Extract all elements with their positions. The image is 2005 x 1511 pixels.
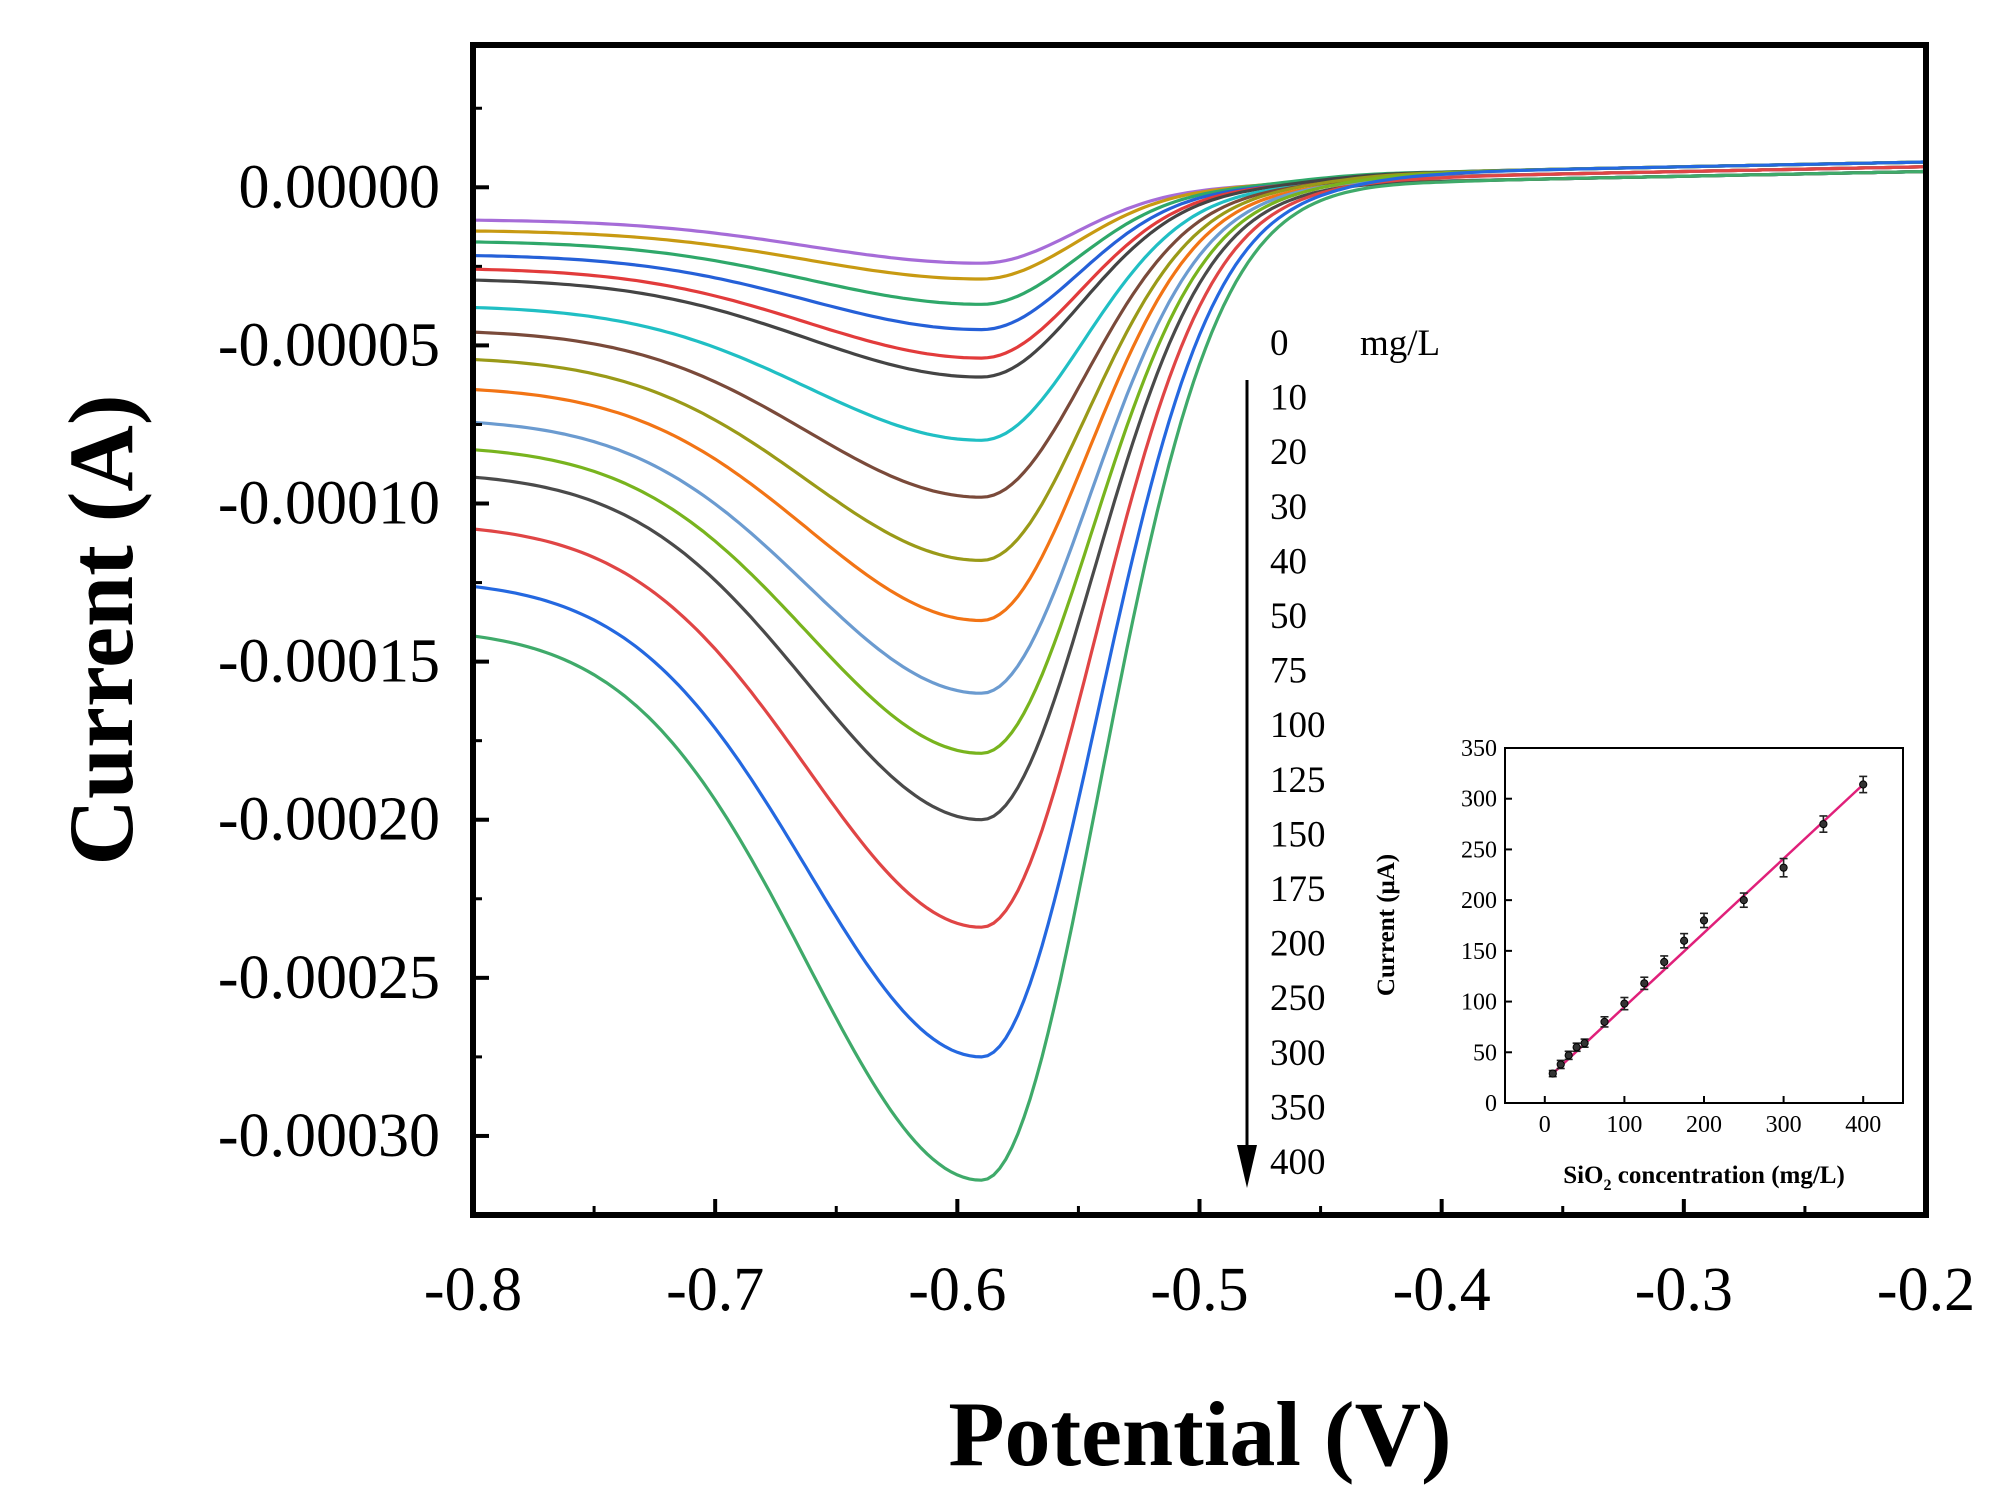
legend-label-200: 200 — [1270, 924, 1326, 965]
data-point — [1819, 819, 1828, 829]
inset-y-tick-label: 200 — [1461, 888, 1497, 914]
x-axis-title: Potential (V) — [948, 1383, 1451, 1485]
inset-chart: 0 50 100 150 200 250 300 350 0 100 200 300 400 SiO2 … — [1373, 736, 1904, 1194]
y-tick-label: -0.00025 — [218, 944, 440, 1012]
legend-label-40: 40 — [1270, 541, 1307, 582]
data-point — [1779, 863, 1788, 872]
inset-ticks: 0 50 100 150 200 250 300 350 0 100 200 300 400 — [1461, 736, 1881, 1138]
inset-y-tick-label: 350 — [1461, 736, 1497, 762]
inset-x-axis-title: SiO2 concentration (mg/L) — [1563, 1162, 1845, 1194]
data-point — [1548, 1069, 1557, 1078]
legend-label-100: 100 — [1270, 705, 1326, 746]
legend-label-400: 400 — [1270, 1142, 1326, 1183]
x-tick-label: -0.2 — [1877, 1256, 1975, 1324]
inset-x-tick-label: 400 — [1845, 1112, 1881, 1138]
legend-label-50: 50 — [1270, 596, 1307, 637]
series-line-400 — [472, 169, 1927, 1182]
inset-y-axis-title: Current (μA) — [1373, 854, 1400, 996]
legend-label-75: 75 — [1270, 651, 1307, 692]
data-point — [1859, 780, 1868, 789]
x-tick-label: -0.8 — [424, 1256, 522, 1324]
series-line-350 — [472, 160, 1927, 1059]
inset-x-tick-label: 100 — [1606, 1112, 1642, 1138]
main-chart: 0.00000 -0.00005 -0.00010 -0.00015 -0.00020 -… — [50, 42, 1975, 1485]
legend-label-250: 250 — [1270, 978, 1326, 1019]
data-point — [1572, 1043, 1581, 1052]
inset-y-tick-label: 50 — [1473, 1040, 1497, 1066]
y-tick-label: -0.00005 — [218, 311, 440, 379]
series-line-200 — [472, 160, 1927, 755]
inset-y-tick-label: 0 — [1485, 1091, 1497, 1117]
series-line-175 — [472, 165, 1927, 695]
x-tick-label: -0.6 — [908, 1256, 1006, 1324]
y-axis-title: Current (A) — [50, 395, 152, 866]
inset-x-tick-label: 300 — [1766, 1112, 1802, 1138]
inset-marks — [1548, 775, 1868, 1078]
legend-label-175: 175 — [1270, 869, 1326, 910]
inset-y-tick-label: 100 — [1461, 990, 1497, 1016]
legend-label-10: 10 — [1270, 378, 1307, 419]
inset-y-tick-label: 250 — [1461, 837, 1497, 863]
y-tick-label: 0.00000 — [239, 153, 441, 221]
data-point — [1564, 1051, 1573, 1060]
legend-label-125: 125 — [1270, 760, 1326, 801]
data-point — [1580, 1039, 1589, 1048]
inset-y-tick-label: 300 — [1461, 787, 1497, 813]
legend-unit: mg/L — [1360, 323, 1440, 364]
inset-y-tick-label: 150 — [1461, 939, 1497, 965]
data-point — [1556, 1060, 1565, 1069]
y-tick-label: -0.00020 — [218, 786, 440, 854]
legend-label-300: 300 — [1270, 1033, 1326, 1074]
inset-x-tick-label: 0 — [1539, 1112, 1551, 1138]
data-point — [1699, 916, 1709, 925]
series-line-0 — [473, 169, 1927, 265]
main-curves — [472, 160, 1927, 1182]
x-tick-label: -0.3 — [1635, 1256, 1733, 1324]
inset-x-tick-label: 200 — [1686, 1112, 1722, 1138]
y-tick-label: -0.00030 — [218, 1102, 440, 1170]
data-point — [1620, 999, 1629, 1008]
y-tick-label: -0.00010 — [218, 470, 440, 538]
legend-arrow-head — [1237, 1145, 1257, 1188]
series-line-150 — [472, 169, 1927, 623]
x-tick-label: -0.7 — [666, 1256, 764, 1324]
data-point — [1660, 957, 1669, 967]
y-tick-label: -0.00015 — [218, 628, 440, 696]
legend-label-0: 0 — [1270, 323, 1289, 364]
legend-label-30: 30 — [1270, 487, 1307, 528]
main-y-ticks: 0.00000 -0.00005 -0.00010 -0.00015 -0.00020 -… — [218, 106, 489, 1170]
legend-label-20: 20 — [1270, 432, 1307, 473]
x-tick-label: -0.5 — [1150, 1256, 1248, 1324]
data-point — [1600, 1017, 1609, 1026]
x-tick-label: -0.4 — [1393, 1256, 1491, 1324]
main-x-ticks: -0.8 -0.7 -0.6 -0.5 -0.4 -0.3 -0.2 — [424, 1199, 1975, 1324]
legend: mg/L 0 10 20 30 40 50 75 100 125 150 175 200 250 300 3… — [1237, 323, 1440, 1188]
data-point — [1640, 979, 1649, 988]
data-point — [1739, 896, 1748, 905]
legend-label-150: 150 — [1270, 814, 1326, 855]
legend-label-350: 350 — [1270, 1087, 1326, 1128]
series-line-300 — [472, 165, 1927, 929]
data-point — [1680, 936, 1689, 945]
